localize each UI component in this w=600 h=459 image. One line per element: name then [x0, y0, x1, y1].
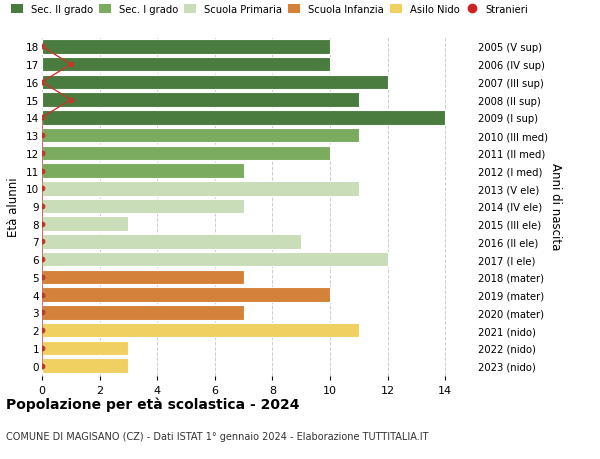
Bar: [42, 40, 330, 55]
Bar: [42, 111, 445, 125]
Point: [37, 79, 47, 86]
Bar: [42, 129, 359, 143]
Point: [37, 132, 47, 140]
Point: [37, 221, 47, 228]
Point: [66, 62, 76, 69]
Text: COMUNE DI MAGISANO (CZ) - Dati ISTAT 1° gennaio 2024 - Elaborazione TUTTITALIA.I: COMUNE DI MAGISANO (CZ) - Dati ISTAT 1° …: [6, 431, 428, 442]
Point: [66, 97, 76, 104]
Bar: [42, 305, 244, 320]
Point: [37, 344, 47, 352]
Point: [37, 274, 47, 281]
Bar: [42, 75, 388, 90]
Bar: [42, 252, 388, 267]
Bar: [42, 93, 359, 108]
Point: [37, 309, 47, 316]
Bar: [42, 217, 128, 231]
Point: [37, 114, 47, 122]
Bar: [42, 235, 301, 249]
Point: [37, 256, 47, 263]
Text: Popolazione per età scolastica - 2024: Popolazione per età scolastica - 2024: [6, 397, 299, 412]
Bar: [42, 288, 330, 302]
Bar: [42, 182, 359, 196]
Point: [37, 150, 47, 157]
Point: [37, 291, 47, 299]
Point: [37, 203, 47, 210]
Bar: [42, 358, 128, 373]
Bar: [42, 323, 359, 338]
Bar: [42, 270, 244, 285]
Point: [37, 362, 47, 369]
Bar: [42, 199, 244, 214]
Bar: [42, 58, 330, 72]
Y-axis label: Anni di nascita: Anni di nascita: [549, 163, 562, 250]
Y-axis label: Età alunni: Età alunni: [7, 177, 20, 236]
Bar: [42, 164, 244, 179]
Point: [37, 44, 47, 51]
Point: [37, 327, 47, 334]
Legend: Sec. II grado, Sec. I grado, Scuola Primaria, Scuola Infanzia, Asilo Nido, Stran: Sec. II grado, Sec. I grado, Scuola Prim…: [11, 5, 529, 15]
Point: [37, 185, 47, 192]
Bar: [42, 341, 128, 355]
Point: [37, 238, 47, 246]
Point: [37, 168, 47, 175]
Bar: [42, 146, 330, 161]
